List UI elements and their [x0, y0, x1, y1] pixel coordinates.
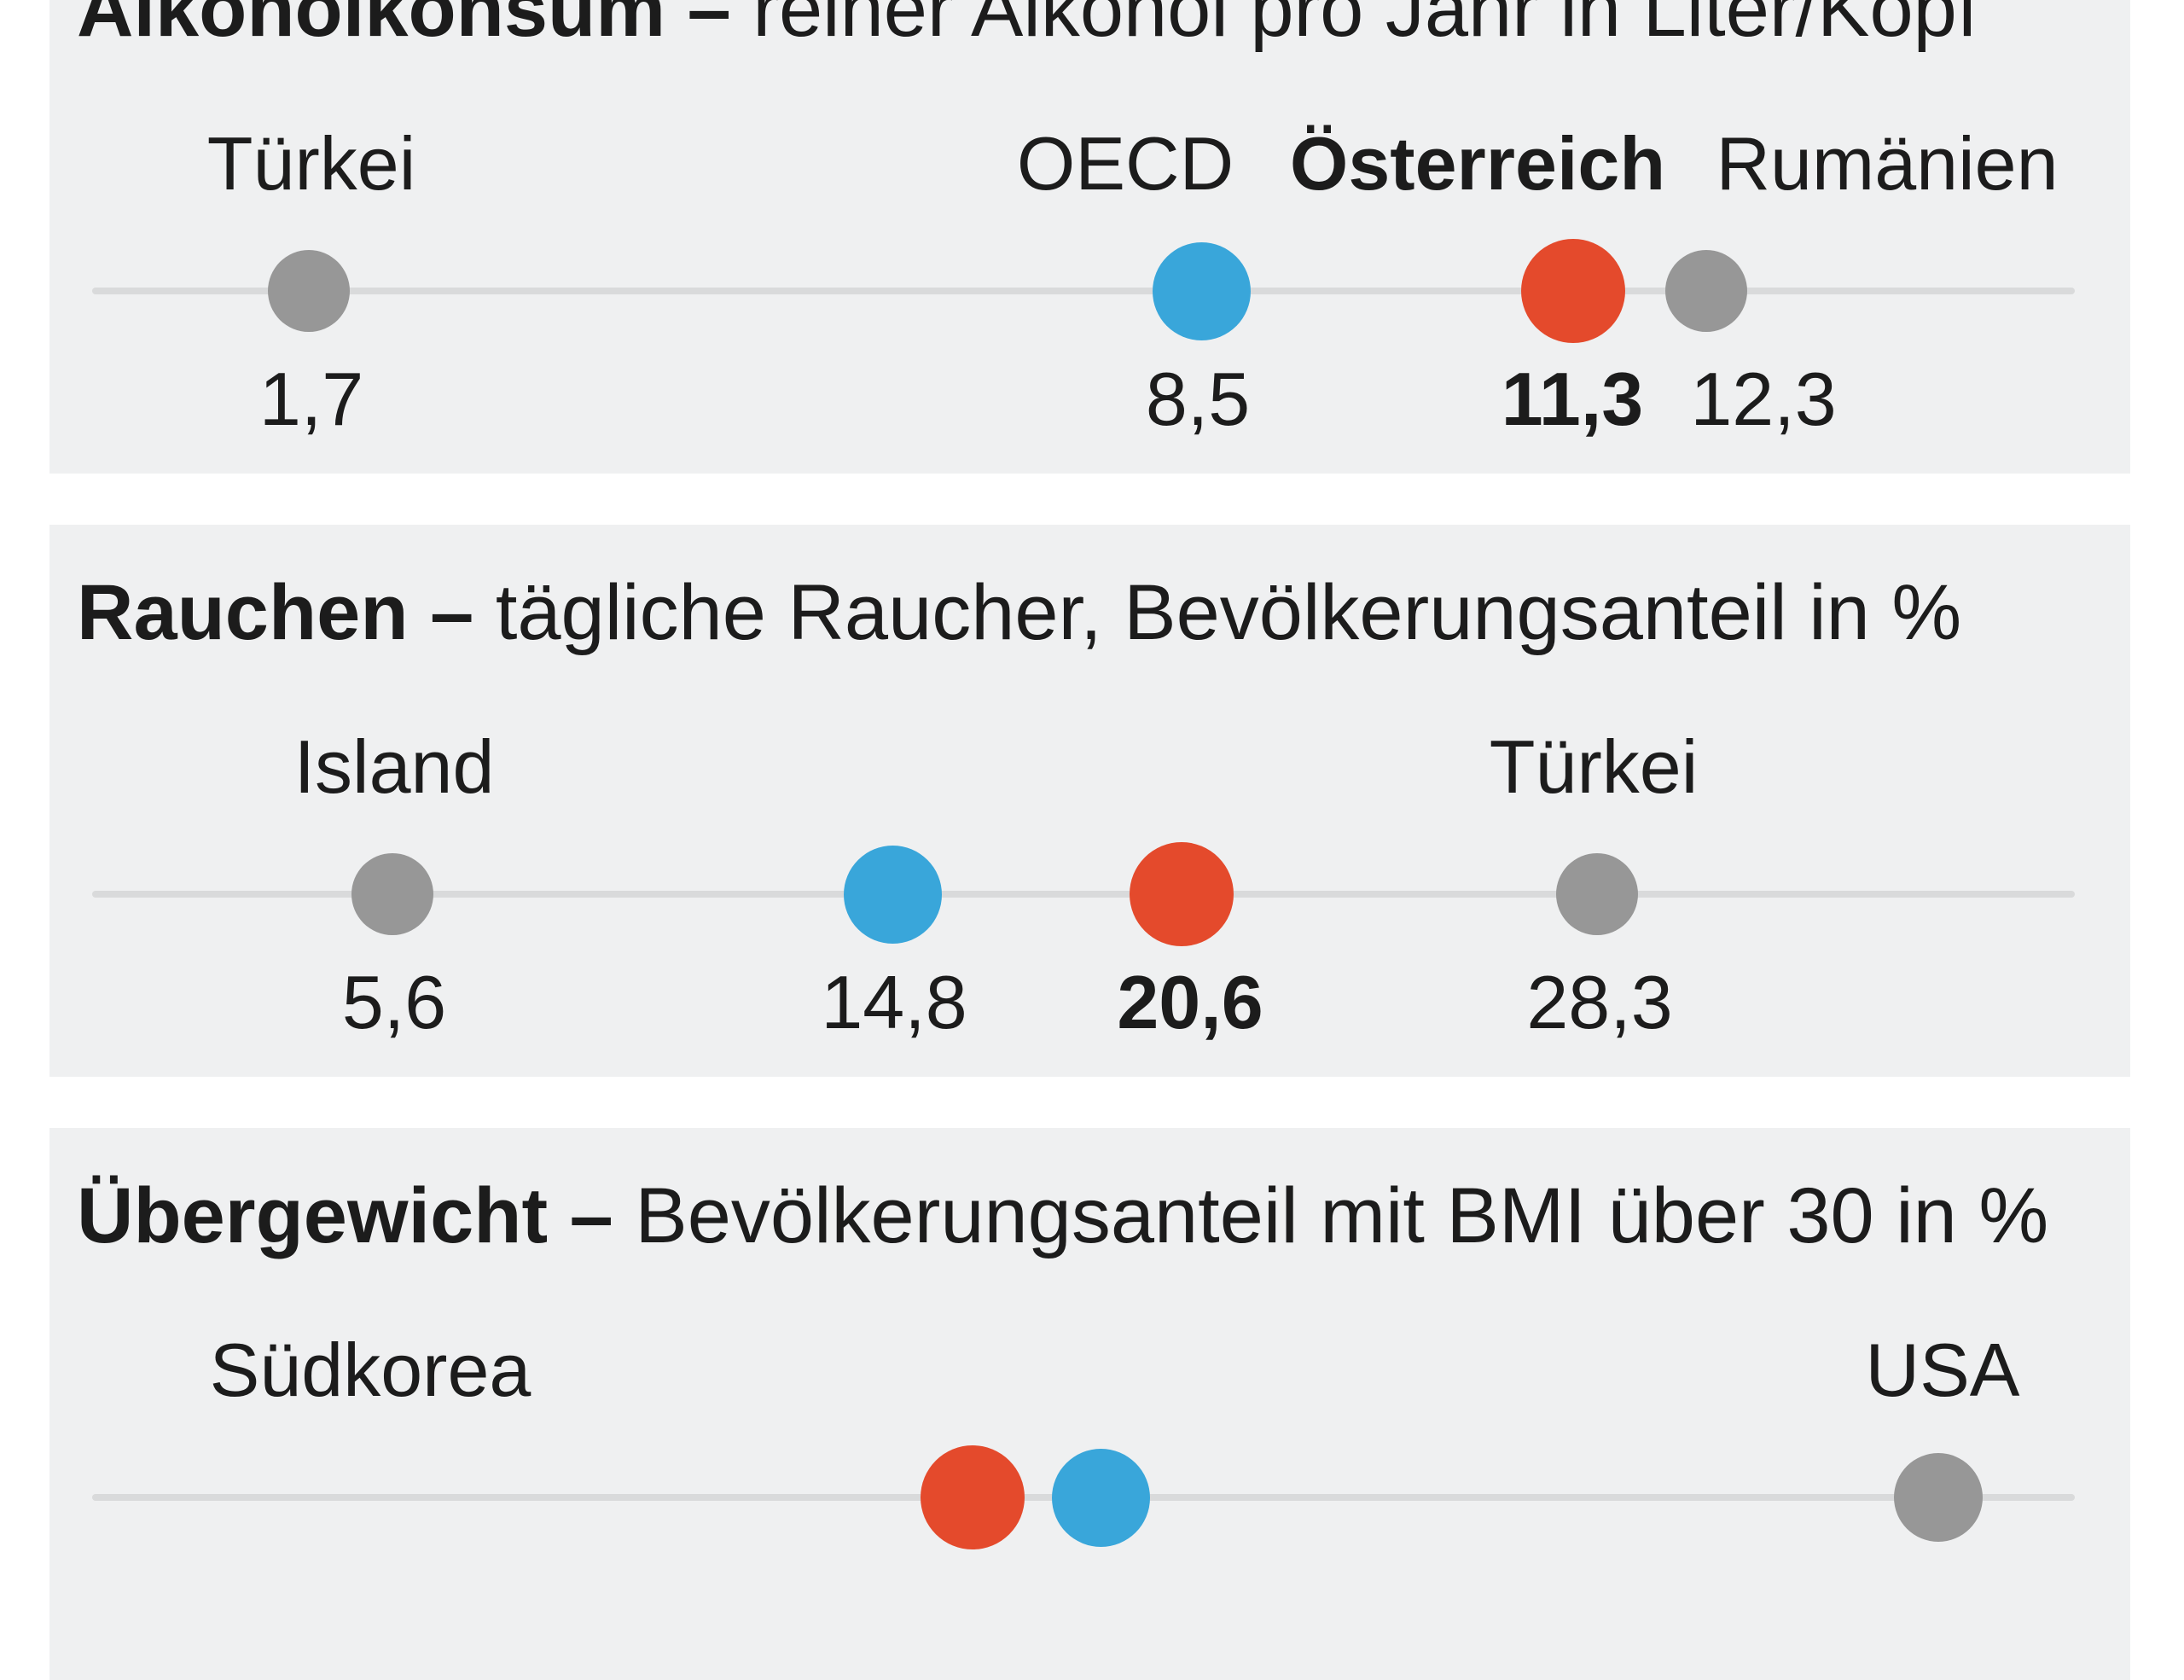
data-dot-oesterreich — [1130, 842, 1234, 946]
panel-title-description: tägliche Raucher, Bevölkerungsanteil in … — [473, 569, 1962, 656]
value-label-oesterreich: 11,3 — [1501, 357, 1644, 441]
data-dot-oesterreich — [1521, 239, 1625, 343]
value-label-rumaenien: 12,3 — [1690, 357, 1837, 441]
data-dot-tuerkei — [268, 250, 350, 332]
country-label-oesterreich: Österreich — [1289, 121, 1666, 206]
value-label-tuerkei: 28,3 — [1526, 960, 1673, 1044]
country-label-usa: USA — [1865, 1328, 2020, 1412]
panel-title-description: Bevölkerungsanteil mit BMI über 30 in % — [613, 1172, 2049, 1259]
data-dot-oecd — [1051, 1448, 1150, 1547]
panel-title-term: Alkoholkonsum – — [77, 0, 731, 53]
value-label-island: 5,6 — [341, 960, 447, 1044]
data-dot-tuerkei — [1556, 853, 1638, 935]
track-line — [92, 288, 2075, 294]
panel-title: Übergewicht – Bevölkerungsanteil mit BMI… — [77, 1172, 2049, 1259]
panel-title-term: Übergewicht – — [77, 1172, 613, 1259]
panel-uebergewicht: Übergewicht – Bevölkerungsanteil mit BMI… — [49, 1128, 2130, 1680]
panel-rauchen: Rauchen – tägliche Raucher, Bevölkerungs… — [49, 525, 2130, 1077]
panel-alkoholkonsum: Alkoholkonsum – reiner Alkohol pro Jahr … — [49, 0, 2130, 474]
value-label-oecd: 8,5 — [1145, 357, 1251, 441]
country-label-tuerkei: Türkei — [206, 121, 416, 206]
country-label-tuerkei: Türkei — [1489, 724, 1699, 809]
infographic-health-comparison: { "page": { "background": "#ffffff", "pa… — [49, 0, 2130, 1680]
panel-title-term: Rauchen – — [77, 569, 474, 656]
data-dot-rumaenien — [1665, 250, 1747, 332]
data-dot-island — [351, 853, 433, 935]
value-label-tuerkei: 1,7 — [258, 357, 364, 441]
value-label-oesterreich: 20,6 — [1117, 960, 1263, 1044]
panel-title-description: reiner Alkohol pro Jahr in Liter/Kopf — [730, 0, 1979, 53]
data-dot-oecd — [843, 845, 942, 944]
data-dot-oesterreich — [921, 1445, 1025, 1549]
data-dot-oecd — [1152, 241, 1251, 340]
value-label-oecd: 14,8 — [821, 960, 967, 1044]
panel-title: Rauchen – tägliche Raucher, Bevölkerungs… — [77, 569, 1962, 656]
country-label-suedkorea: Südkorea — [209, 1328, 531, 1412]
track-line — [92, 891, 2075, 898]
country-label-island: Island — [293, 724, 495, 809]
country-label-oecd: OECD — [1016, 121, 1234, 206]
data-dot-usa — [1894, 1453, 1983, 1542]
country-label-rumaenien: Rumänien — [1716, 121, 2059, 206]
panel-title: Alkoholkonsum – reiner Alkohol pro Jahr … — [77, 0, 1978, 52]
